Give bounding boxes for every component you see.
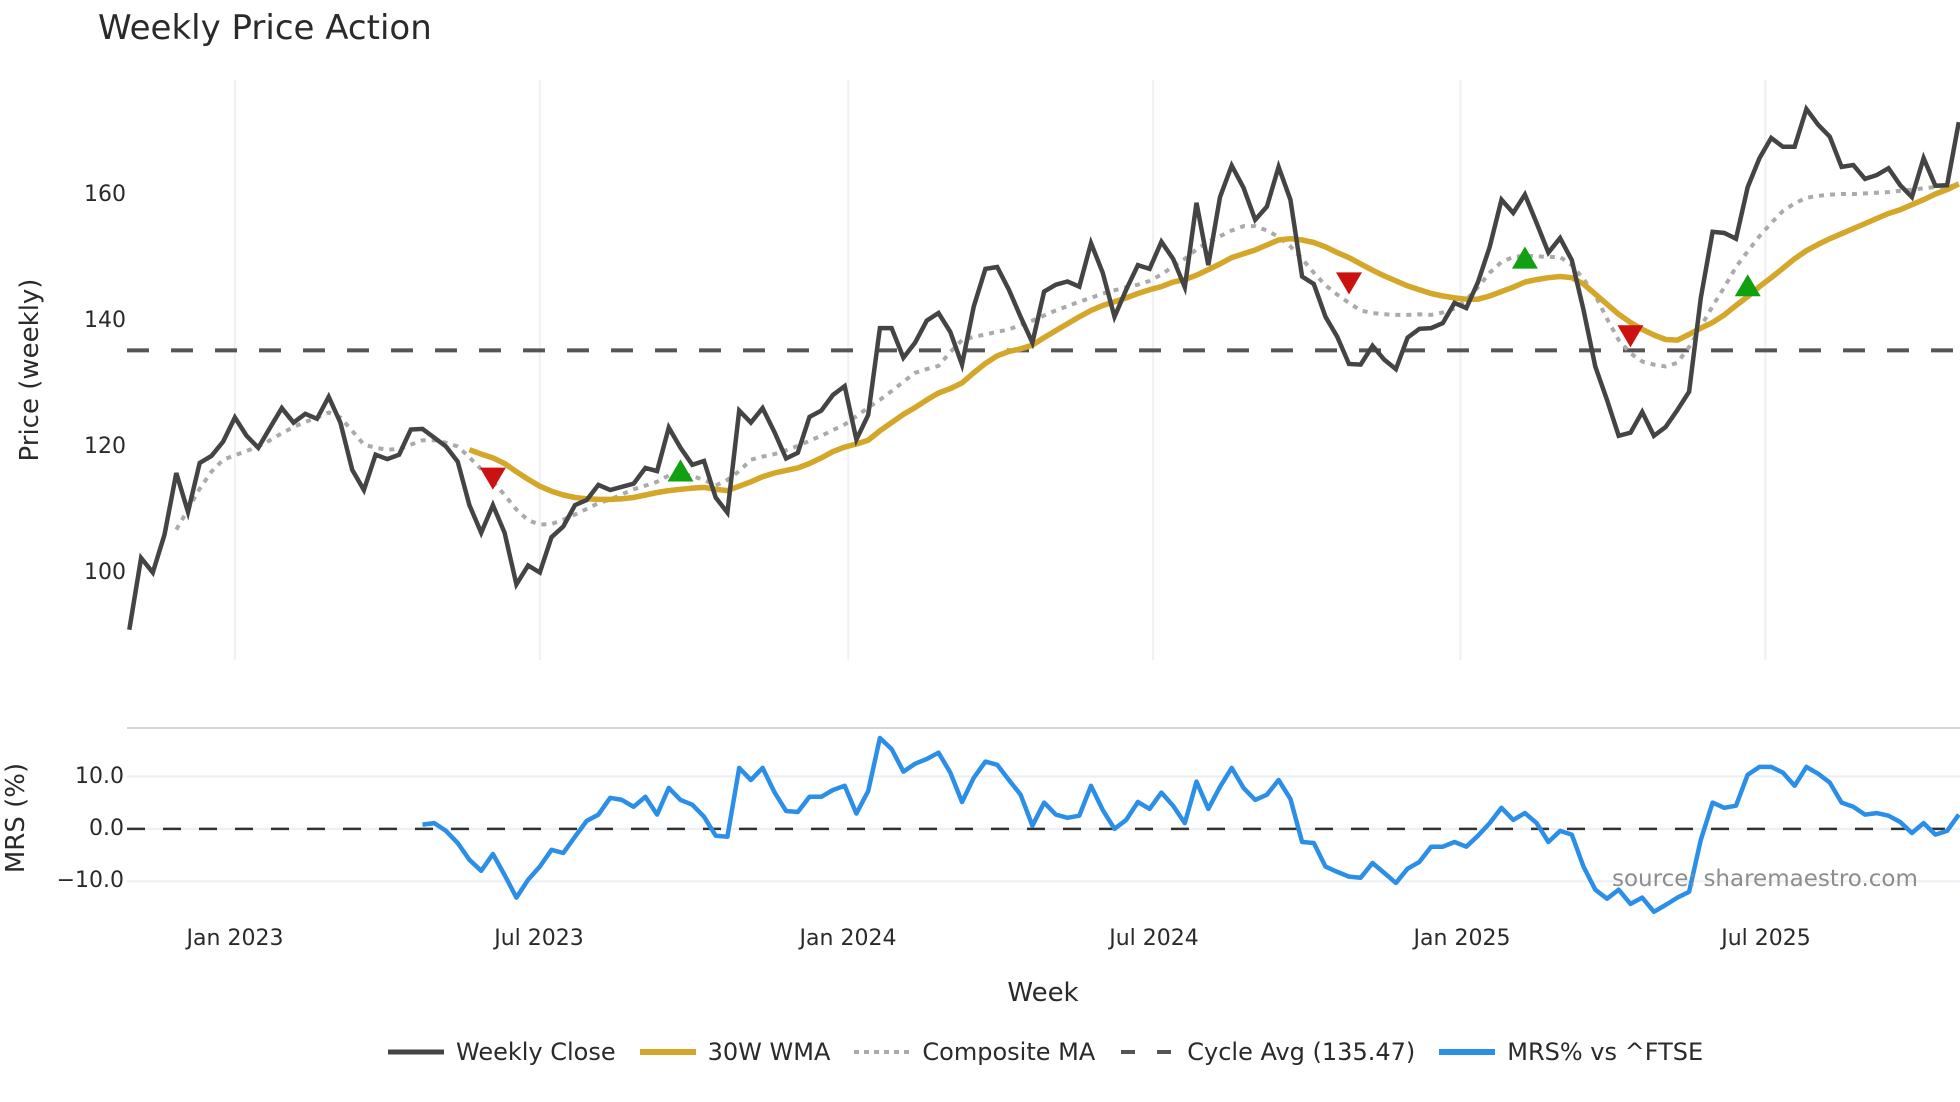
legend-solid-line-icon (388, 1049, 444, 1055)
buy-signal-marker-icon (1511, 246, 1538, 269)
xtick-jan-2025: Jan 2025 (1413, 926, 1511, 951)
chart-legend: Weekly Close 30W WMA Composite MA Cycle … (386, 1038, 1725, 1066)
legend-dotted-line-icon (854, 1050, 911, 1054)
legend-solid-line-icon (639, 1049, 696, 1055)
buy-signal-marker-icon (1734, 274, 1761, 297)
legend-label: 30W WMA (707, 1038, 831, 1066)
price-axis-title: Price (weekly) (15, 278, 45, 462)
legend-solid-line-icon (1439, 1049, 1496, 1055)
sell-signal-marker-icon (1336, 272, 1362, 295)
price-ytick-120: 120 (84, 434, 126, 459)
x-axis-title: Week (1007, 978, 1079, 1008)
price-ytick-140: 140 (84, 308, 126, 333)
legend-item-cycle-avg[interactable]: Cycle Avg (135.47) (1117, 1038, 1415, 1066)
weekly-close-line (127, 104, 1960, 631)
mrs-ytick-10: 10.0 (75, 764, 124, 789)
legend-item-30w-wma[interactable]: 30W WMA (638, 1038, 831, 1066)
sell-signal-marker-icon (1617, 325, 1644, 348)
xtick-jul-2024: Jul 2024 (1109, 926, 1199, 951)
xtick-jul-2025: Jul 2025 (1721, 926, 1811, 951)
composite-ma-line (174, 183, 1960, 531)
mrs-ytick-0: 0.0 (89, 816, 124, 841)
source-watermark: source: sharemaestro.com (1612, 866, 1918, 892)
sell-signal-marker-icon (479, 467, 506, 490)
legend-label: Composite MA (922, 1038, 1096, 1066)
legend-label: Cycle Avg (135.47) (1187, 1038, 1416, 1066)
xtick-jan-2024: Jan 2024 (799, 926, 897, 951)
chart-title: Weekly Price Action (98, 8, 432, 48)
xtick-jul-2023: Jul 2023 (494, 926, 584, 951)
mrs-ytick-minus10: −10.0 (56, 868, 124, 893)
price-ytick-100: 100 (84, 560, 126, 585)
xtick-jan-2023: Jan 2023 (186, 926, 284, 951)
legend-dashed-line-icon (1121, 1050, 1176, 1054)
legend-label: Weekly Close (456, 1038, 616, 1066)
mrs-axis-title: MRS (%) (1, 762, 31, 874)
mrs-line (422, 735, 1960, 915)
wma-line (468, 181, 1960, 503)
price-ytick-160: 160 (84, 182, 126, 207)
legend-item-composite-ma[interactable]: Composite MA (852, 1038, 1095, 1066)
legend-item-weekly-close[interactable]: Weekly Close (386, 1038, 616, 1066)
buy-signal-marker-icon (667, 459, 694, 482)
legend-label: MRS% vs ^FTSE (1507, 1038, 1704, 1066)
legend-item-mrs[interactable]: MRS% vs ^FTSE (1437, 1038, 1703, 1066)
